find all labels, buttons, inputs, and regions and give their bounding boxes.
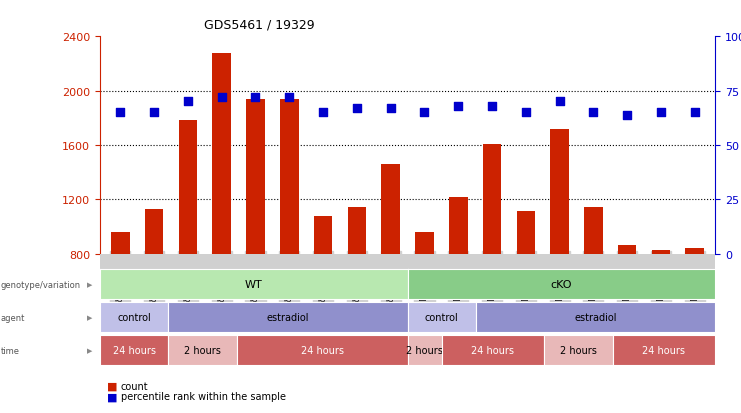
Bar [280,100,299,254]
Point [554,99,565,105]
Point [452,103,464,110]
Text: genotype/variation: genotype/variation [1,280,81,289]
Point [250,95,262,101]
Point [621,112,633,119]
Text: control: control [425,312,459,323]
Point [148,110,160,116]
Point [182,99,194,105]
Text: 2 hours: 2 hours [406,345,443,356]
Point [216,95,227,101]
Point [486,103,498,110]
Text: 24 hours: 24 hours [301,345,344,356]
Bar [685,249,704,254]
Text: 24 hours: 24 hours [642,345,685,356]
Point [114,110,126,116]
Point [419,110,431,116]
Text: estradiol: estradiol [267,312,309,323]
Point [520,110,532,116]
Bar [551,129,569,254]
Bar [516,212,535,254]
Point [689,110,701,116]
Point [283,95,295,101]
Point [317,110,329,116]
Text: cKO: cKO [551,279,572,290]
Point [351,105,363,112]
Bar [584,208,602,254]
Text: 2 hours: 2 hours [560,345,597,356]
Bar [144,209,164,254]
Text: control: control [117,312,151,323]
Text: count: count [121,381,148,391]
Bar [449,197,468,254]
Text: GDS5461 / 19329: GDS5461 / 19329 [204,19,315,31]
Bar [651,250,671,254]
Text: ▶: ▶ [87,314,93,320]
Bar [482,144,502,254]
Bar [179,121,197,254]
Text: percentile rank within the sample: percentile rank within the sample [121,392,286,401]
Text: WT: WT [245,279,262,290]
Text: 24 hours: 24 hours [471,345,514,356]
Point [385,105,396,112]
Bar [618,246,637,254]
Bar [382,164,400,254]
Bar [348,208,366,254]
Bar [111,232,130,254]
Text: ▶: ▶ [87,281,93,287]
Point [655,110,667,116]
Text: ■: ■ [107,392,118,401]
Bar [313,216,333,254]
Text: agent: agent [1,313,25,322]
Text: 2 hours: 2 hours [184,345,221,356]
Point [588,110,599,116]
Text: ▶: ▶ [87,347,93,354]
Text: estradiol: estradiol [574,312,617,323]
Text: time: time [1,346,20,355]
Text: ■: ■ [107,381,118,391]
Text: 24 hours: 24 hours [113,345,156,356]
Bar [415,232,433,254]
Bar [246,100,265,254]
Bar [213,53,231,254]
